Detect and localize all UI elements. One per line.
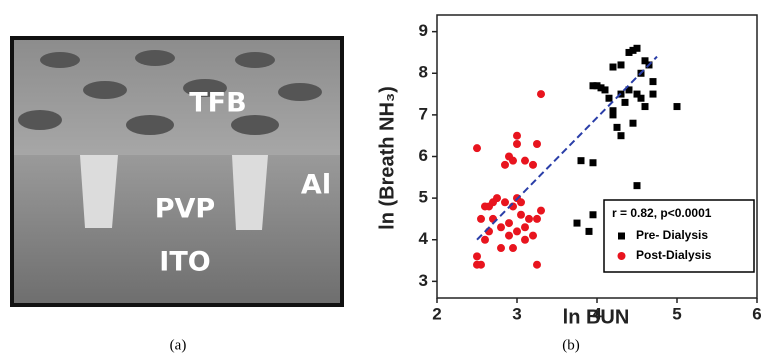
- x-tick-label: 4: [592, 304, 602, 323]
- point: [509, 244, 517, 252]
- point: [473, 252, 481, 260]
- y-tick-label: 9: [419, 21, 428, 40]
- point: [614, 124, 621, 131]
- point: [610, 111, 617, 118]
- point: [533, 261, 541, 269]
- caption: (b): [562, 337, 580, 353]
- point: [513, 227, 521, 235]
- point: [513, 140, 521, 148]
- point: [622, 99, 629, 106]
- y-tick-label: 3: [419, 271, 428, 290]
- legend-label: Post-Dialysis: [636, 248, 712, 262]
- point: [537, 207, 545, 215]
- point: [525, 215, 533, 223]
- point: [497, 223, 505, 231]
- point: [642, 103, 649, 110]
- legend-marker: [618, 233, 625, 240]
- point: [674, 103, 681, 110]
- point: [521, 223, 529, 231]
- point: [537, 90, 545, 98]
- point: [590, 211, 597, 218]
- image-label: TFB: [189, 88, 246, 119]
- legend-marker: [618, 252, 626, 260]
- image-label: PVP: [155, 194, 215, 225]
- point: [529, 161, 537, 169]
- x-tick-label: 3: [512, 304, 521, 323]
- y-tick-label: 8: [419, 63, 428, 82]
- point: [618, 132, 625, 139]
- point: [618, 61, 625, 68]
- point: [513, 132, 521, 140]
- annotation: r = 0.82, p<0.0001: [612, 206, 712, 220]
- point: [473, 144, 481, 152]
- legend-label: Pre- Dialysis: [636, 228, 708, 242]
- image-label: Al: [301, 170, 331, 201]
- point: [650, 91, 657, 98]
- x-tick-label: 5: [672, 304, 681, 323]
- caption: (a): [170, 337, 187, 353]
- point: [626, 49, 633, 56]
- y-tick-label: 7: [419, 104, 428, 123]
- point: [517, 211, 525, 219]
- point: [501, 161, 509, 169]
- point: [505, 232, 513, 240]
- point: [574, 220, 581, 227]
- point: [501, 198, 509, 206]
- point: [533, 140, 541, 148]
- y-tick-label: 6: [419, 146, 428, 165]
- point: [590, 159, 597, 166]
- point: [521, 236, 529, 244]
- image-label: ITO: [159, 247, 210, 278]
- x-tick-label: 2: [432, 304, 441, 323]
- y-tick-label: 5: [419, 188, 428, 207]
- point: [477, 261, 485, 269]
- point: [630, 120, 637, 127]
- point: [586, 228, 593, 235]
- point: [650, 78, 657, 85]
- point: [505, 219, 513, 227]
- x-tick-label: 6: [752, 304, 761, 323]
- point: [497, 244, 505, 252]
- sem-image: TFB PVP Al ITO: [12, 38, 342, 305]
- point: [521, 157, 529, 165]
- point: [533, 215, 541, 223]
- point: [602, 86, 609, 93]
- point: [638, 95, 645, 102]
- point: [481, 202, 489, 210]
- point: [529, 232, 537, 240]
- y-tick-label: 4: [419, 229, 429, 248]
- point: [578, 157, 585, 164]
- point: [481, 236, 489, 244]
- point: [606, 95, 613, 102]
- point: [509, 157, 517, 165]
- point: [634, 182, 641, 189]
- figure: TFB PVP Al ITO (a) (b) ln BUN ln (Breath…: [0, 0, 761, 356]
- point: [590, 82, 597, 89]
- point: [610, 64, 617, 71]
- y-axis-label: ln (Breath NH₃): [376, 86, 398, 230]
- point: [477, 215, 485, 223]
